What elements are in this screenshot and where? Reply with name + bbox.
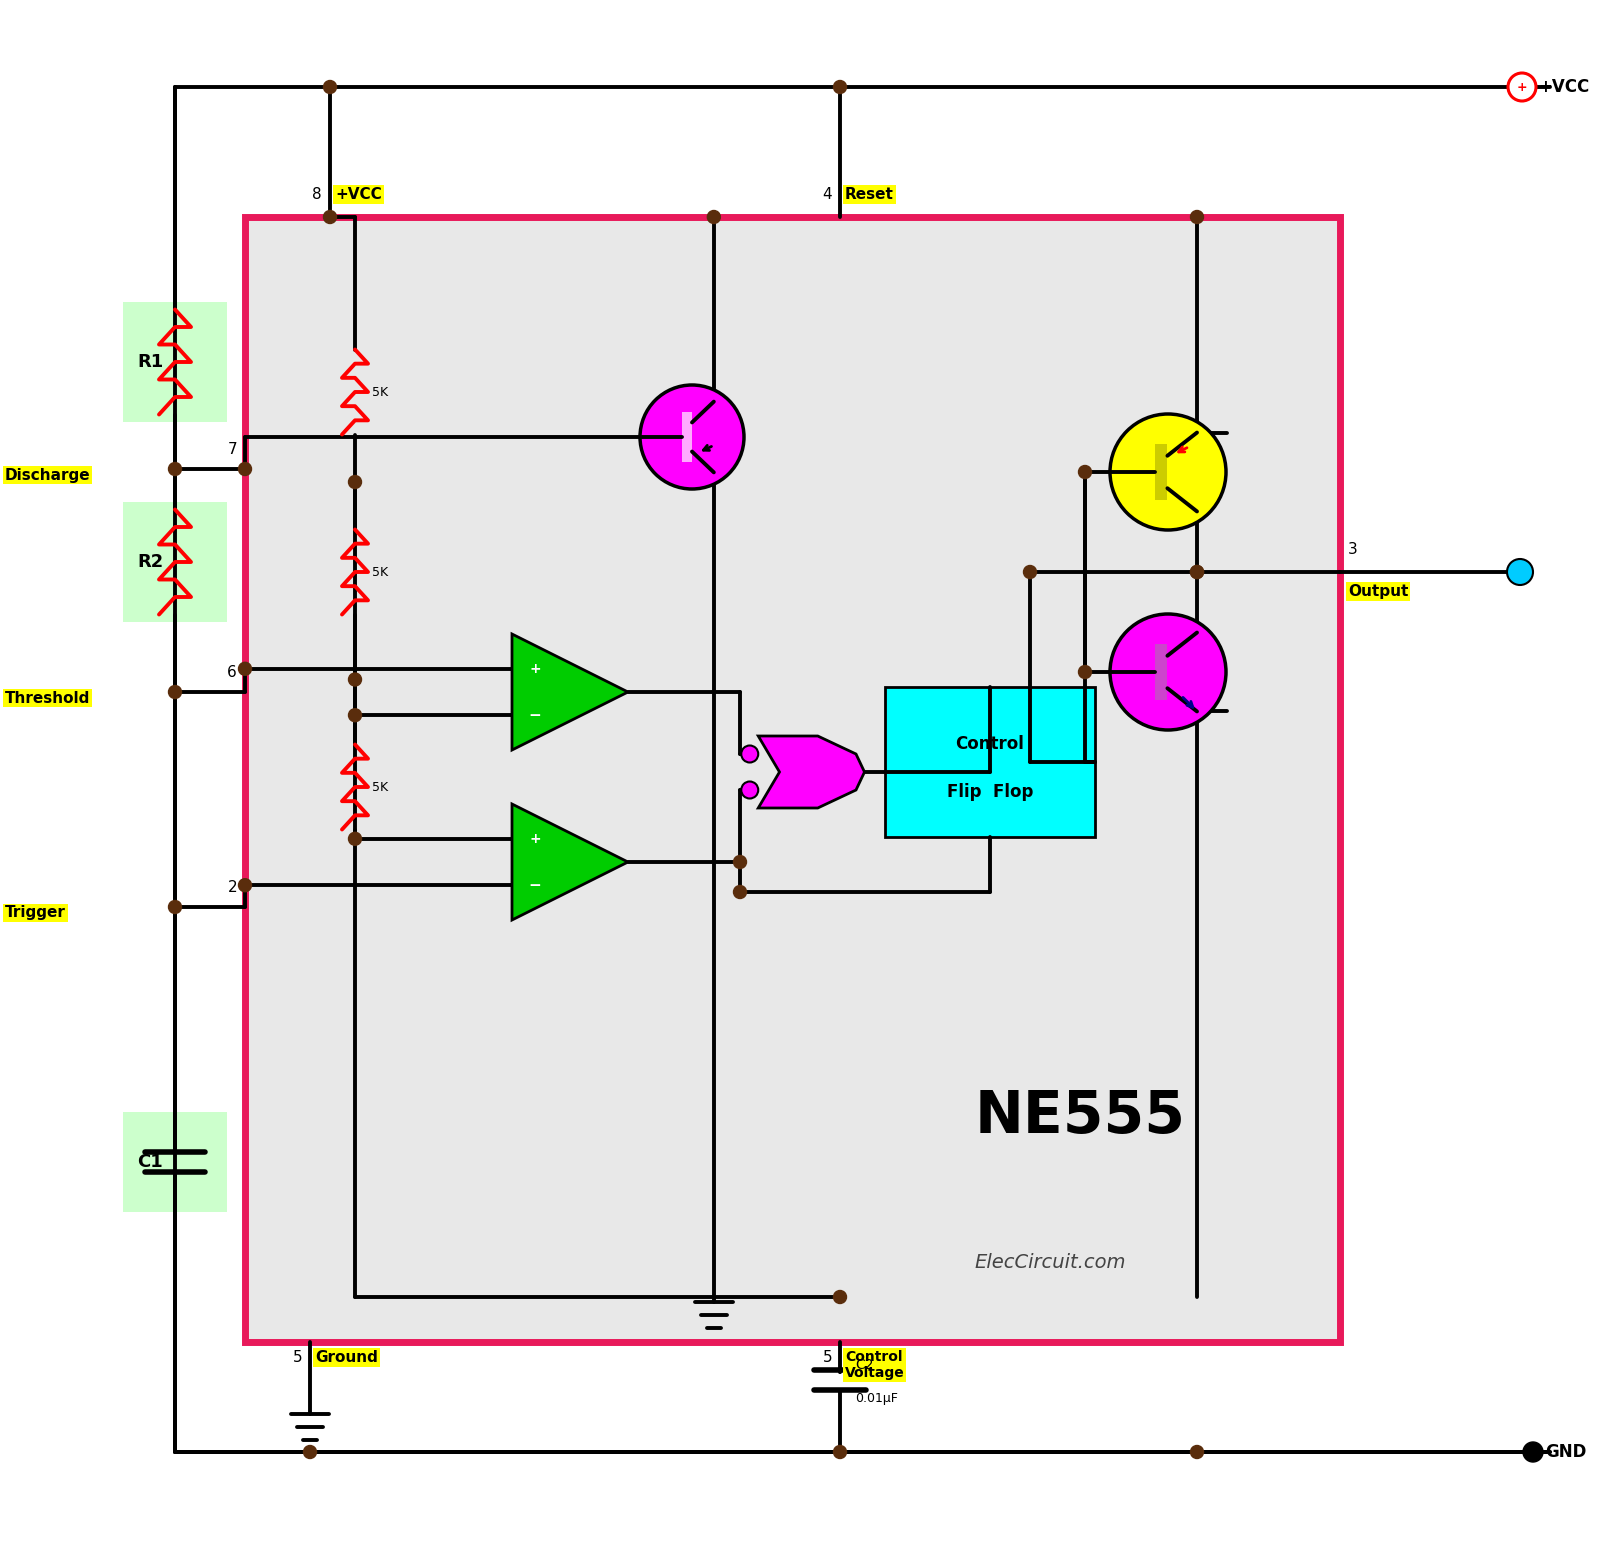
Bar — [244, 217, 1341, 1341]
Text: Control
Voltage: Control Voltage — [845, 1351, 905, 1380]
Text: ElecCircuit.com: ElecCircuit.com — [975, 1253, 1125, 1272]
Text: Threshold: Threshold — [5, 690, 91, 705]
Text: 6: 6 — [227, 665, 236, 681]
Text: −: − — [529, 707, 542, 722]
Text: 5: 5 — [293, 1351, 303, 1364]
Circle shape — [348, 709, 361, 722]
Circle shape — [168, 463, 181, 475]
Text: NE555: NE555 — [975, 1089, 1185, 1145]
Text: C2: C2 — [855, 1358, 874, 1372]
Circle shape — [238, 463, 251, 475]
Text: 5K: 5K — [372, 566, 389, 579]
Circle shape — [742, 746, 758, 763]
Bar — [1154, 645, 1167, 699]
Circle shape — [303, 1445, 316, 1459]
Circle shape — [708, 210, 720, 223]
Circle shape — [168, 900, 181, 913]
Circle shape — [1111, 614, 1226, 730]
Text: Flip  Flop: Flip Flop — [947, 783, 1033, 801]
Text: Ground: Ground — [316, 1351, 377, 1364]
Text: GND: GND — [1545, 1443, 1587, 1460]
Text: 5: 5 — [822, 1351, 832, 1364]
Circle shape — [733, 855, 746, 868]
Text: 4: 4 — [822, 187, 832, 203]
Text: C1: C1 — [138, 1153, 164, 1171]
Text: Reset: Reset — [845, 187, 894, 203]
Bar — [123, 1112, 227, 1211]
Text: 3: 3 — [1349, 541, 1358, 557]
Circle shape — [1190, 566, 1203, 579]
Circle shape — [324, 80, 337, 93]
Circle shape — [1507, 73, 1536, 101]
Text: 8: 8 — [312, 187, 322, 203]
Circle shape — [742, 781, 758, 798]
Circle shape — [238, 662, 251, 676]
Circle shape — [640, 385, 745, 489]
Bar — [123, 302, 227, 422]
Polygon shape — [512, 634, 628, 750]
Bar — [886, 687, 1094, 837]
Text: Control: Control — [955, 735, 1025, 753]
Bar — [1154, 444, 1167, 500]
Text: +: + — [529, 662, 541, 676]
Polygon shape — [512, 804, 628, 920]
Circle shape — [1523, 1442, 1543, 1462]
Text: +: + — [1517, 80, 1527, 93]
Circle shape — [238, 879, 251, 891]
Text: Trigger: Trigger — [5, 905, 66, 920]
Circle shape — [1190, 1445, 1203, 1459]
Text: +VCC: +VCC — [335, 187, 382, 203]
Text: 7: 7 — [227, 442, 236, 456]
Circle shape — [834, 1445, 847, 1459]
Circle shape — [168, 685, 181, 699]
Circle shape — [348, 673, 361, 685]
Circle shape — [348, 475, 361, 489]
Circle shape — [348, 832, 361, 845]
Circle shape — [1507, 558, 1533, 585]
Text: +VCC: +VCC — [1538, 77, 1590, 96]
Circle shape — [1111, 415, 1226, 531]
Circle shape — [834, 1290, 847, 1304]
Text: 5K: 5K — [372, 781, 389, 794]
Text: +: + — [529, 832, 541, 846]
Text: 2: 2 — [227, 880, 236, 896]
Circle shape — [1078, 466, 1091, 478]
Circle shape — [834, 80, 847, 93]
Text: R2: R2 — [138, 552, 164, 571]
Circle shape — [1190, 210, 1203, 223]
Circle shape — [1190, 566, 1203, 579]
Circle shape — [1078, 665, 1091, 679]
Bar — [123, 501, 227, 622]
Text: −: − — [529, 877, 542, 893]
Text: R1: R1 — [138, 353, 164, 371]
Text: 5K: 5K — [372, 385, 389, 399]
Text: 0.01μF: 0.01μF — [855, 1392, 899, 1405]
Circle shape — [733, 885, 746, 899]
Bar — [682, 413, 691, 461]
Polygon shape — [758, 736, 865, 808]
Circle shape — [1023, 566, 1036, 579]
Text: Discharge: Discharge — [5, 467, 91, 483]
Text: Output: Output — [1349, 585, 1409, 599]
Circle shape — [324, 210, 337, 223]
